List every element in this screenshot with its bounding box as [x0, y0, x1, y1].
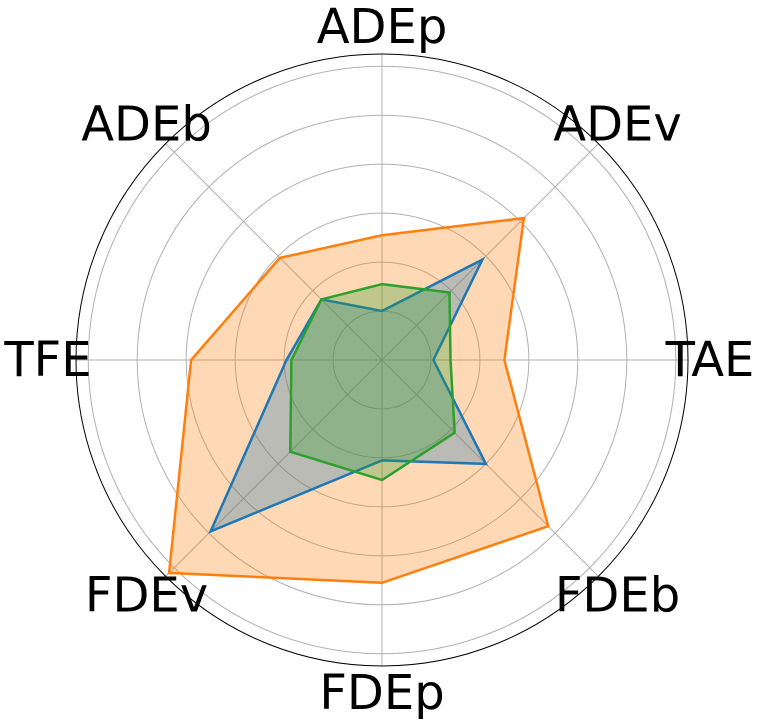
series-layer — [167, 216, 550, 585]
axis-label-fdeb: FDEb — [555, 568, 680, 624]
grid-ring-2 — [283, 261, 481, 459]
series-3-line — [289, 282, 456, 482]
axis-label-fdev: FDEv — [85, 568, 208, 624]
grid-ring-6 — [87, 65, 677, 655]
spoke-fdev — [165, 359, 383, 577]
axis-label-tfe: TFE — [3, 332, 91, 388]
axis-label-layer: ADEp ADEv TAE FDEb FDEp FDEv TFE ADEb — [3, 0, 754, 721]
grid-ring-4 — [185, 163, 579, 557]
spoke-adeb — [165, 143, 383, 361]
spoke-fdeb — [381, 359, 599, 577]
series-3-area — [290, 284, 455, 480]
spoke-adev — [381, 143, 599, 361]
series-2-line — [208, 256, 488, 534]
grid-ring-3 — [234, 212, 530, 508]
axis-label-tae: TAE — [665, 332, 755, 388]
axis-label-adev: ADEv — [553, 97, 682, 153]
axis-label-adep: ADEp — [317, 0, 448, 55]
series-2-area — [210, 259, 486, 532]
axis-label-fdep: FDEp — [319, 665, 444, 721]
polar-frame — [75, 53, 689, 667]
series-1-area — [169, 218, 549, 583]
series-1-line — [167, 216, 550, 585]
grid-ring-5 — [136, 114, 628, 606]
axis-label-adeb: ADEb — [81, 97, 212, 153]
grid-layer — [75, 53, 689, 667]
